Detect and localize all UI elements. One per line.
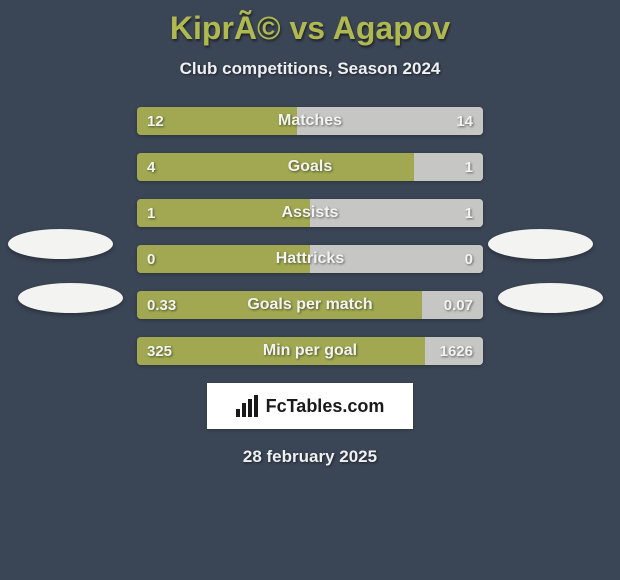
stat-value-left: 12 xyxy=(137,107,174,135)
stat-row: 325 Min per goal 1626 xyxy=(137,337,483,365)
stat-row: 4 Goals 1 xyxy=(137,153,483,181)
stat-label: Goals per match xyxy=(137,291,483,319)
stat-label: Assists xyxy=(137,199,483,227)
stat-row: 0.33 Goals per match 0.07 xyxy=(137,291,483,319)
stat-value-right: 0.07 xyxy=(434,291,483,319)
comparison-chart: 12 Matches 14 4 Goals 1 1 Assists 1 0 Ha… xyxy=(0,107,620,365)
page-title: KiprÃ© vs Agapov xyxy=(0,0,620,47)
stat-value-right: 1 xyxy=(455,199,483,227)
stat-row: 1 Assists 1 xyxy=(137,199,483,227)
brand-logo: FcTables.com xyxy=(207,383,413,429)
page-subtitle: Club competitions, Season 2024 xyxy=(0,59,620,79)
stat-label: Matches xyxy=(137,107,483,135)
avatar-placeholder-left-2 xyxy=(18,283,123,313)
bar-chart-icon xyxy=(236,395,260,417)
stat-label: Goals xyxy=(137,153,483,181)
stat-value-right: 0 xyxy=(455,245,483,273)
stat-value-left: 4 xyxy=(137,153,165,181)
avatar-placeholder-left-1 xyxy=(8,229,113,259)
brand-text: FcTables.com xyxy=(266,396,385,417)
stat-value-left: 325 xyxy=(137,337,182,365)
stat-label: Hattricks xyxy=(137,245,483,273)
stat-value-right: 1 xyxy=(455,153,483,181)
stat-value-right: 14 xyxy=(446,107,483,135)
page-date: 28 february 2025 xyxy=(0,447,620,467)
stat-value-left: 0 xyxy=(137,245,165,273)
stat-row: 0 Hattricks 0 xyxy=(137,245,483,273)
stat-value-left: 1 xyxy=(137,199,165,227)
stat-value-right: 1626 xyxy=(430,337,483,365)
avatar-placeholder-right-2 xyxy=(498,283,603,313)
avatar-placeholder-right-1 xyxy=(488,229,593,259)
stat-value-left: 0.33 xyxy=(137,291,186,319)
stat-row: 12 Matches 14 xyxy=(137,107,483,135)
